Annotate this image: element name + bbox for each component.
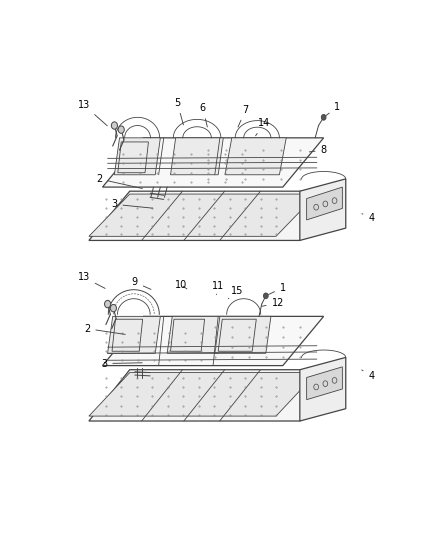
Circle shape [321,115,325,120]
Polygon shape [102,317,323,366]
Text: 10: 10 [174,280,187,290]
Text: 4: 4 [361,370,374,381]
Circle shape [104,301,110,308]
Polygon shape [88,194,316,236]
Polygon shape [306,367,342,400]
Text: 5: 5 [174,98,183,125]
Text: 1: 1 [268,282,285,295]
Polygon shape [107,317,160,353]
Text: 14: 14 [255,118,270,136]
Circle shape [111,122,117,129]
Circle shape [110,304,116,312]
Polygon shape [170,138,223,175]
Text: 13: 13 [78,272,105,288]
Circle shape [118,126,124,133]
Circle shape [263,293,268,298]
Text: 6: 6 [199,103,207,127]
Text: 8: 8 [309,145,326,155]
Polygon shape [88,373,316,416]
Polygon shape [225,138,286,175]
Polygon shape [214,317,270,353]
Polygon shape [88,370,340,421]
Polygon shape [299,358,345,421]
Text: 4: 4 [361,213,374,223]
Text: 11: 11 [212,281,224,295]
Polygon shape [167,317,223,353]
Polygon shape [114,138,160,175]
Text: 15: 15 [228,286,243,298]
Polygon shape [88,191,340,240]
Polygon shape [299,179,345,240]
Text: 2: 2 [96,174,142,189]
Polygon shape [306,187,342,220]
Text: 9: 9 [131,277,151,289]
Text: 1: 1 [325,102,339,116]
Text: 13: 13 [78,100,107,126]
Text: 3: 3 [111,199,152,209]
Text: 7: 7 [237,105,248,127]
Text: 12: 12 [261,298,283,308]
Text: 3: 3 [101,359,142,368]
Text: 2: 2 [84,324,125,334]
Polygon shape [102,138,323,187]
